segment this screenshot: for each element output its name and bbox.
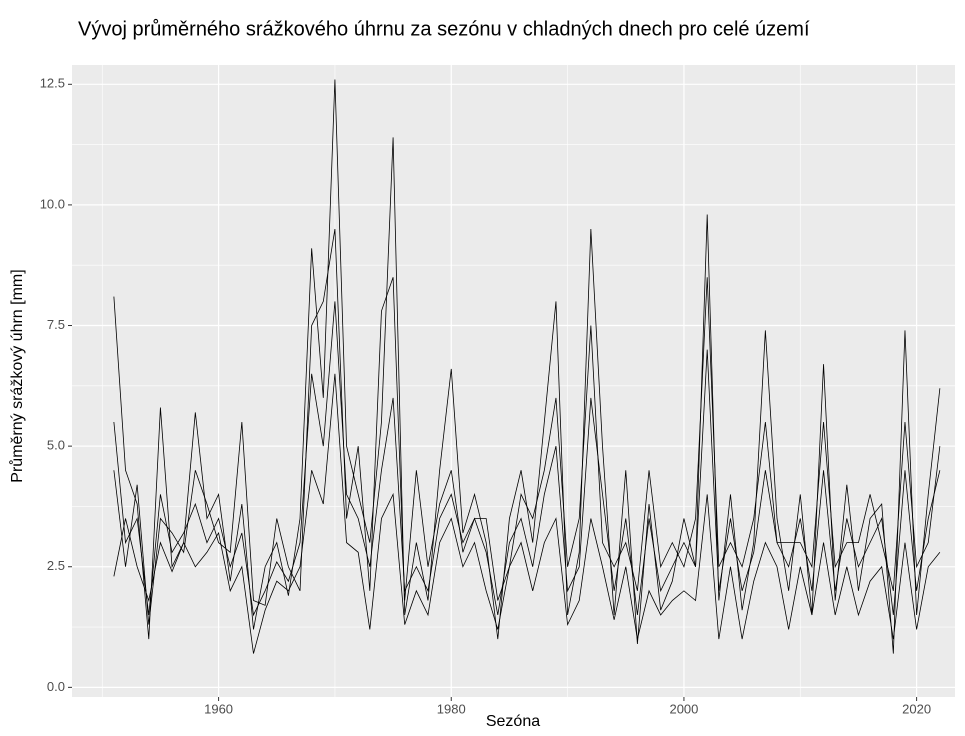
y-tick-label: 0.0	[47, 679, 65, 694]
x-tick-label: 2000	[669, 701, 698, 716]
y-tick-label: 7.5	[47, 317, 65, 332]
x-axis-title: Sezóna	[486, 713, 540, 730]
x-tick-label: 1980	[437, 701, 466, 716]
y-tick-label: 2.5	[47, 558, 65, 573]
y-axis-title: Průměrný srážkový úhrn [mm]	[8, 269, 26, 482]
series-line	[113, 301, 941, 617]
series-line	[113, 373, 941, 654]
y-tick-label: 10.0	[40, 196, 65, 211]
x-tick-label: 2020	[902, 701, 931, 716]
series-line	[113, 228, 941, 625]
y-tick-label: 12.5	[40, 76, 65, 91]
x-tick-label: 1960	[204, 701, 233, 716]
y-tick-label: 5.0	[47, 438, 65, 453]
chart-title: Vývoj průměrného srážkového úhrnu za sez…	[78, 18, 810, 40]
